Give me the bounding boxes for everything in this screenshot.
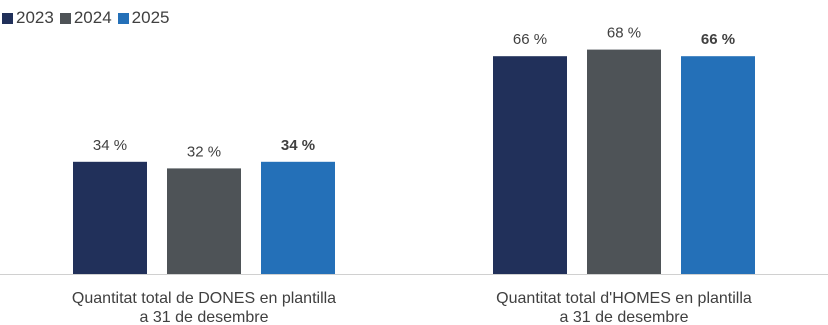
- data-label-2023-category-0: 34 %: [93, 137, 127, 154]
- legend-swatch-2025: [117, 12, 129, 24]
- category-label-1-line-1: a 31 de desembre: [560, 309, 689, 325]
- data-label-2025-category-1: 66 %: [701, 31, 735, 48]
- legend-item-2025: 2025: [117, 8, 170, 28]
- bar-2024-category-1: [587, 49, 661, 274]
- data-label-2023-category-1: 66 %: [513, 31, 547, 48]
- legend-label-2024: 2024: [73, 8, 112, 27]
- bar-2025-category-0: [261, 161, 335, 274]
- bar-2023-category-0: [73, 161, 147, 274]
- category-label-0-line-1: a 31 de desembre: [140, 309, 269, 325]
- category-label-0-line-0: Quantitat total de DONES en plantilla: [72, 290, 336, 307]
- bar-2025-category-1: [681, 56, 755, 275]
- data-label-2024-category-0: 32 %: [187, 143, 221, 160]
- legend-label-2023: 2023: [16, 8, 54, 27]
- bar-2023-category-1: [493, 56, 567, 275]
- bar-2024-category-0: [167, 168, 241, 274]
- legend-item-2023: 2023: [2, 8, 54, 28]
- legend-swatch-2023: [2, 12, 13, 24]
- category-label-1: Quantitat total d'HOMES en plantilla a 31…: [496, 290, 752, 325]
- category-label-0: Quantitat total de DONES en plantilla a 3…: [72, 290, 336, 325]
- data-label-2025-category-0: 34 %: [281, 137, 315, 154]
- legend-swatch-2024: [59, 12, 71, 24]
- legend: 2023 2024 2025: [2, 8, 175, 28]
- legend-item-2024: 2024: [59, 8, 112, 28]
- legend-label-2025: 2025: [131, 8, 170, 27]
- data-label-2024-category-1: 68 %: [607, 25, 641, 42]
- category-label-1-line-0: Quantitat total d'HOMES en plantilla: [496, 290, 752, 307]
